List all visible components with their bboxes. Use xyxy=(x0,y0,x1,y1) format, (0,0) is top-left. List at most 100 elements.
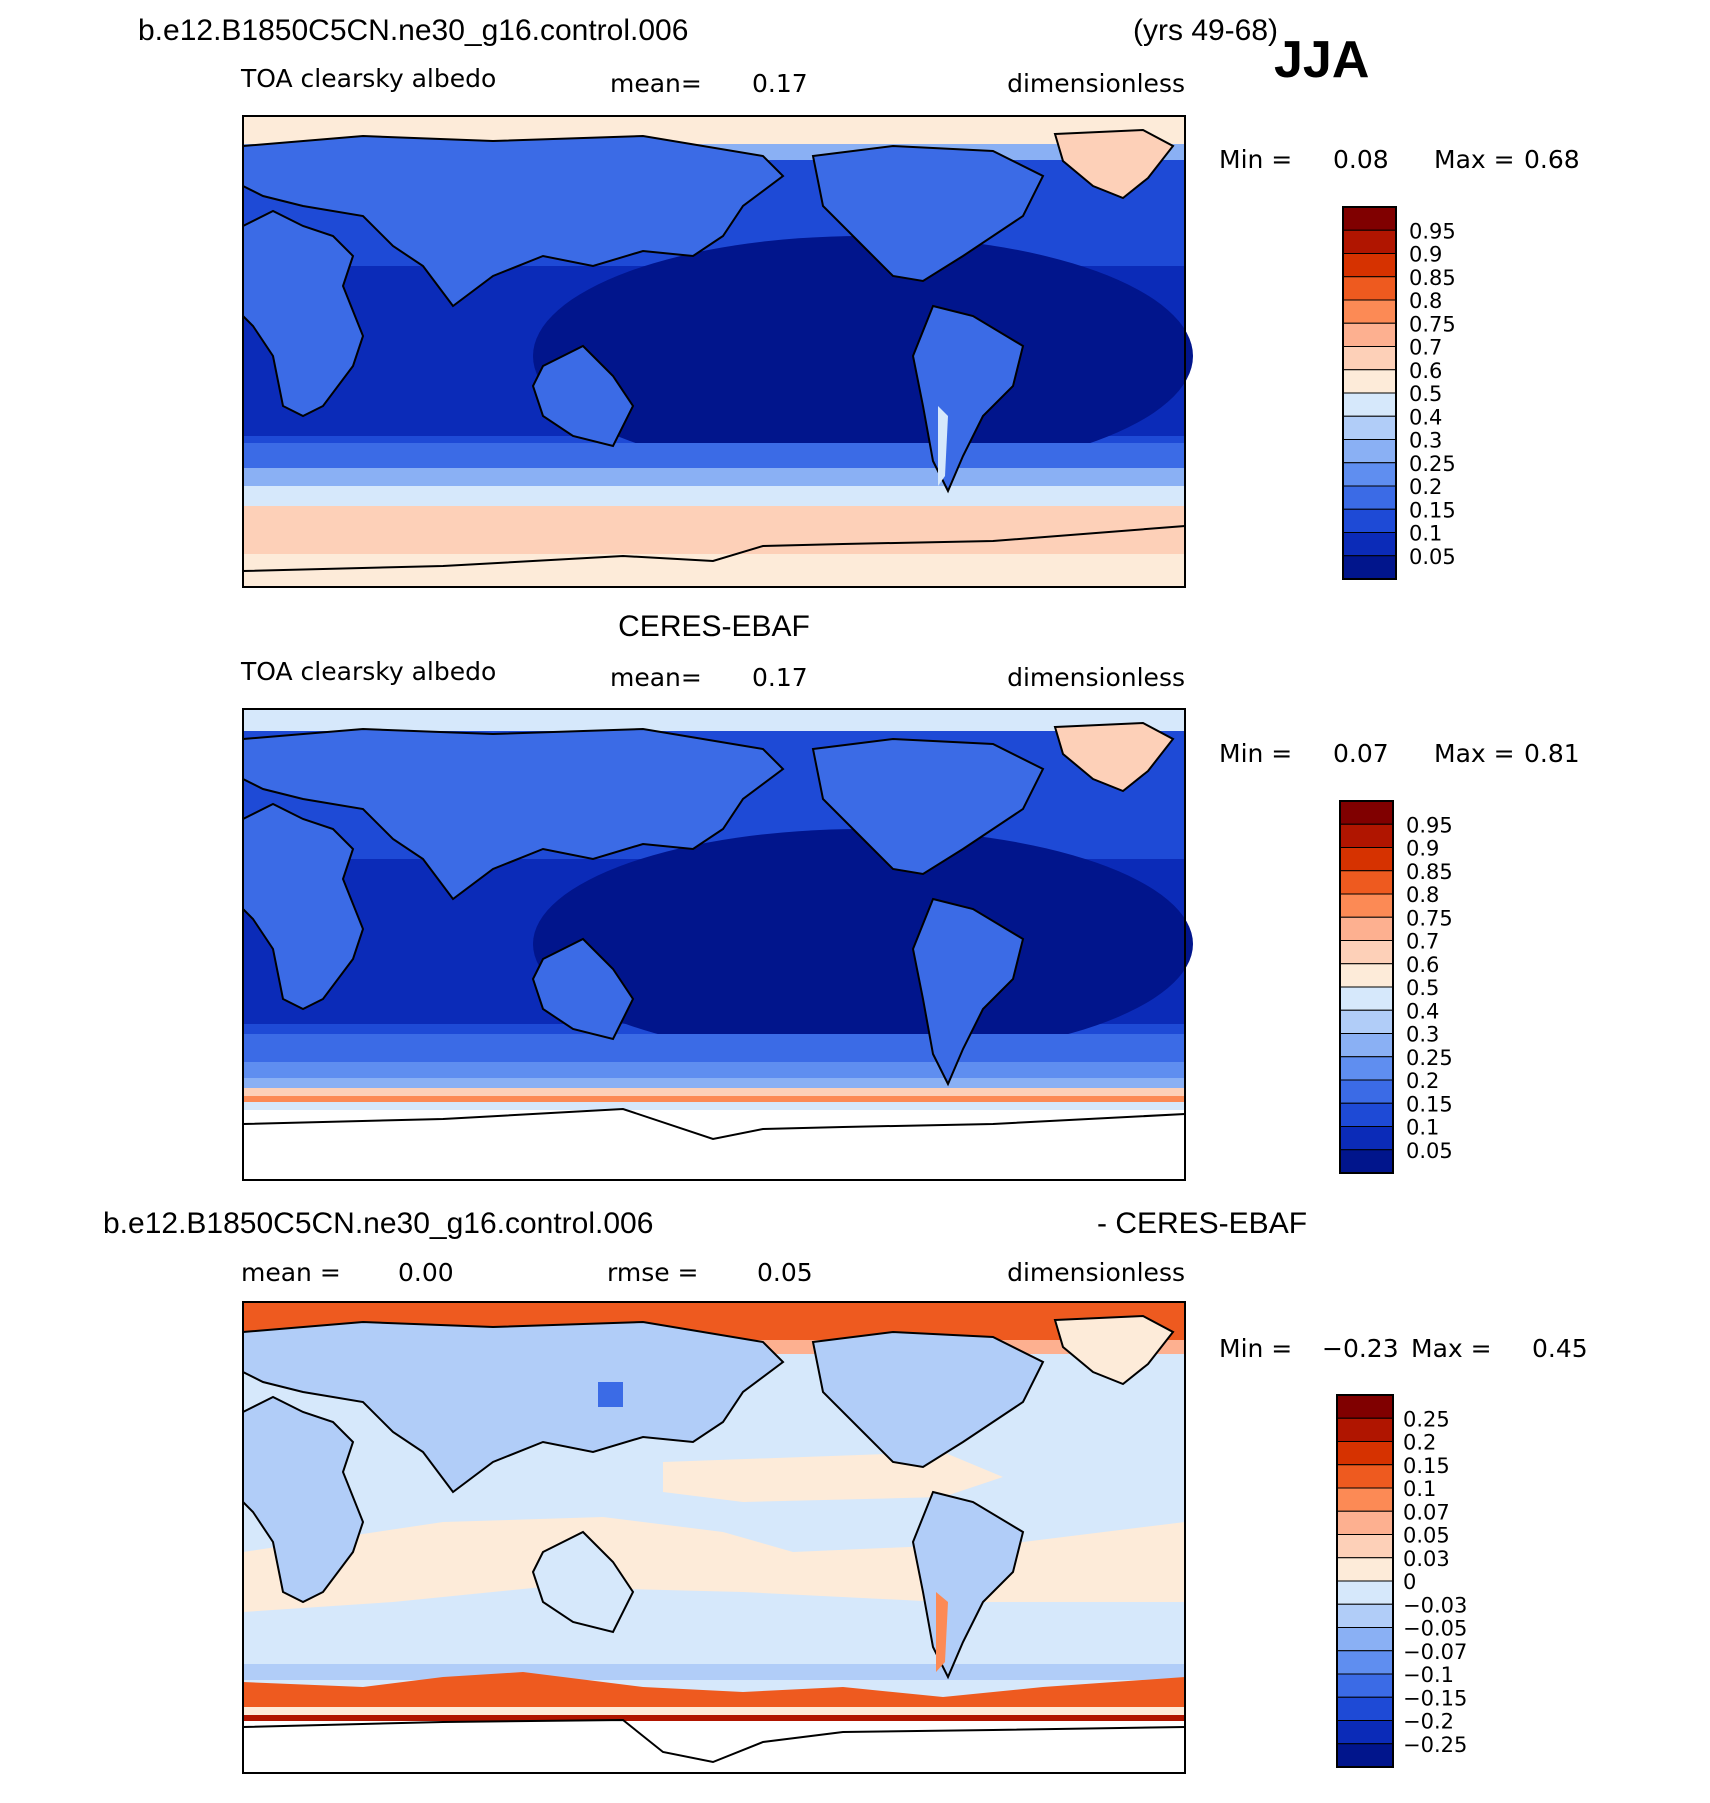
colorbar-frame xyxy=(1336,1394,1394,1768)
panel-diff-north-america xyxy=(811,1330,1045,1469)
panel-obs-map-frame xyxy=(242,708,1186,1181)
panel-obs-mean-value: 0.17 xyxy=(752,663,808,692)
panel-obs-south-band2 xyxy=(243,1062,1185,1078)
colorbar-tick-label: 0.3 xyxy=(1406,1023,1439,1047)
colorbar-swatch xyxy=(1339,893,1394,918)
panel-obs-map xyxy=(242,708,1193,1181)
panel-model-colorbar: 0.950.90.850.80.750.70.60.50.40.30.250.2… xyxy=(1342,206,1456,580)
colorbar-swatch xyxy=(1339,823,1394,848)
panel-model-pacific-low xyxy=(533,236,1193,476)
colorbar-tick-label: 0 xyxy=(1403,1570,1416,1594)
colorbar-swatch xyxy=(1342,253,1397,278)
colorbar-swatch xyxy=(1339,847,1394,872)
panel-diff-map-frame xyxy=(242,1301,1186,1774)
panel-obs-min-value: 0.07 xyxy=(1333,739,1389,768)
panel-obs: CERES-EBAF TOA clearsky albedo mean= 0.1… xyxy=(240,610,1580,1181)
panel-diff-japan-negative xyxy=(598,1382,623,1407)
colorbar-tick-label: 0.8 xyxy=(1409,289,1442,313)
colorbar-tick-label: 0.7 xyxy=(1409,336,1442,360)
colorbar-swatch xyxy=(1336,1580,1394,1605)
panel-model-north-america xyxy=(811,144,1045,283)
panel-model-australia xyxy=(531,344,635,448)
panel-diff-south-band1 xyxy=(243,1664,1185,1680)
colorbar-swatch xyxy=(1336,1720,1394,1745)
panel-obs-max-label: Max = xyxy=(1434,739,1515,768)
panel-obs-arctic-band xyxy=(243,709,1185,731)
colorbar-tick-label: 0.07 xyxy=(1403,1500,1450,1524)
panel-diff-south-white xyxy=(243,1707,1185,1717)
panel-obs-south-america xyxy=(911,897,1025,1087)
colorbar-swatch xyxy=(1342,485,1397,510)
colorbar-swatch xyxy=(1336,1696,1394,1721)
colorbar-swatch xyxy=(1339,1033,1394,1058)
panel-diff-mean-value: 0.00 xyxy=(398,1258,454,1287)
panel-obs-south-band6 xyxy=(243,1102,1185,1110)
colorbar-tick-label: 0.85 xyxy=(1409,266,1456,290)
colorbar-tick-label: 0.1 xyxy=(1403,1477,1436,1501)
case-title: b.e12.B1850C5CN.ne30_g16.control.006 xyxy=(138,14,688,47)
colorbar-tick-label: −0.1 xyxy=(1403,1663,1454,1687)
panel-diff-title-right: - CERES-EBAF xyxy=(1097,1207,1307,1240)
colorbar-swatch xyxy=(1342,369,1397,394)
panel-obs-eurasia xyxy=(242,727,785,901)
panel-diff-south-red xyxy=(243,1672,1185,1707)
panel-diff-rmse-value: 0.05 xyxy=(757,1258,813,1287)
colorbar-tick-label: 0.25 xyxy=(1403,1407,1450,1431)
colorbar-tick-label: 0.5 xyxy=(1409,382,1442,406)
colorbar-swatch xyxy=(1336,1417,1394,1442)
panel-model-eurasia xyxy=(242,134,785,308)
panel-diff-eurasia xyxy=(242,1320,785,1494)
colorbar-tick-label: 0.05 xyxy=(1406,1139,1453,1163)
colorbar-swatch xyxy=(1336,1650,1394,1675)
panel-obs-max-value: 0.81 xyxy=(1524,739,1580,768)
colorbar-swatch xyxy=(1342,415,1397,440)
colorbar-swatch xyxy=(1336,1441,1394,1466)
panel-obs-pacific-low xyxy=(533,829,1193,1059)
panel-obs-variable: TOA clearsky albedo xyxy=(240,657,496,686)
colorbar-swatch xyxy=(1339,963,1394,988)
colorbar-tick-label: 0.2 xyxy=(1406,1069,1439,1093)
colorbar-tick-label: −0.07 xyxy=(1403,1640,1467,1664)
colorbar-tick-label: 0.95 xyxy=(1409,219,1456,243)
colorbar-tick-label: 0.15 xyxy=(1406,1092,1453,1116)
colorbar-swatch xyxy=(1339,800,1394,825)
panel-model-andes xyxy=(938,406,948,486)
colorbar-swatch xyxy=(1339,1056,1394,1081)
panel-diff-antarctic-coast xyxy=(242,1718,1186,1764)
panel-obs-north-america xyxy=(811,737,1045,876)
panel-diff-colorbar: 0.250.20.150.10.070.050.030−0.03−0.05−0.… xyxy=(1336,1394,1467,1768)
colorbar-swatch xyxy=(1342,346,1397,371)
panel-diff-units: dimensionless xyxy=(1007,1258,1185,1287)
colorbar-swatch xyxy=(1339,870,1394,895)
panel-model-max-label: Max = xyxy=(1434,145,1515,174)
panel-obs-units: dimensionless xyxy=(1007,663,1185,692)
panel-diff-max-label: Max = xyxy=(1411,1334,1492,1363)
colorbar-swatch xyxy=(1342,508,1397,533)
panel-obs-colorbar: 0.950.90.850.80.750.70.60.50.40.30.250.2… xyxy=(1339,800,1453,1174)
colorbar-swatch xyxy=(1336,1627,1394,1652)
panel-model-min-label: Min = xyxy=(1219,145,1292,174)
panel-obs-mean-label: mean= xyxy=(610,663,702,692)
panel-model-south-band2 xyxy=(243,468,1185,486)
colorbar-swatch xyxy=(1339,1126,1394,1151)
colorbar-tick-label: 0.7 xyxy=(1406,930,1439,954)
colorbar-swatch xyxy=(1339,1009,1394,1034)
panel-diff-mean-label: mean = xyxy=(241,1258,341,1287)
colorbar-swatch xyxy=(1339,986,1394,1011)
colorbar-swatch xyxy=(1336,1603,1394,1628)
panel-obs-australia xyxy=(531,937,635,1041)
panel-model-units: dimensionless xyxy=(1007,69,1185,98)
panel-diff-greenland xyxy=(1053,1314,1175,1386)
panel-obs-south-band5 xyxy=(243,1096,1185,1102)
colorbar-swatch xyxy=(1339,940,1394,965)
panel-diff-rmse-label: rmse = xyxy=(607,1258,699,1287)
colorbar-swatch xyxy=(1342,229,1397,254)
colorbar-swatch xyxy=(1342,555,1397,580)
colorbar-swatch xyxy=(1336,1557,1394,1582)
panel-model-map-frame xyxy=(242,115,1186,588)
panel-diff-min-label: Min = xyxy=(1219,1334,1292,1363)
colorbar-swatch xyxy=(1336,1510,1394,1535)
colorbar-tick-label: 0.05 xyxy=(1409,545,1456,569)
panel-obs-min-label: Min = xyxy=(1219,739,1292,768)
colorbar-tick-label: 0.25 xyxy=(1406,1046,1453,1070)
